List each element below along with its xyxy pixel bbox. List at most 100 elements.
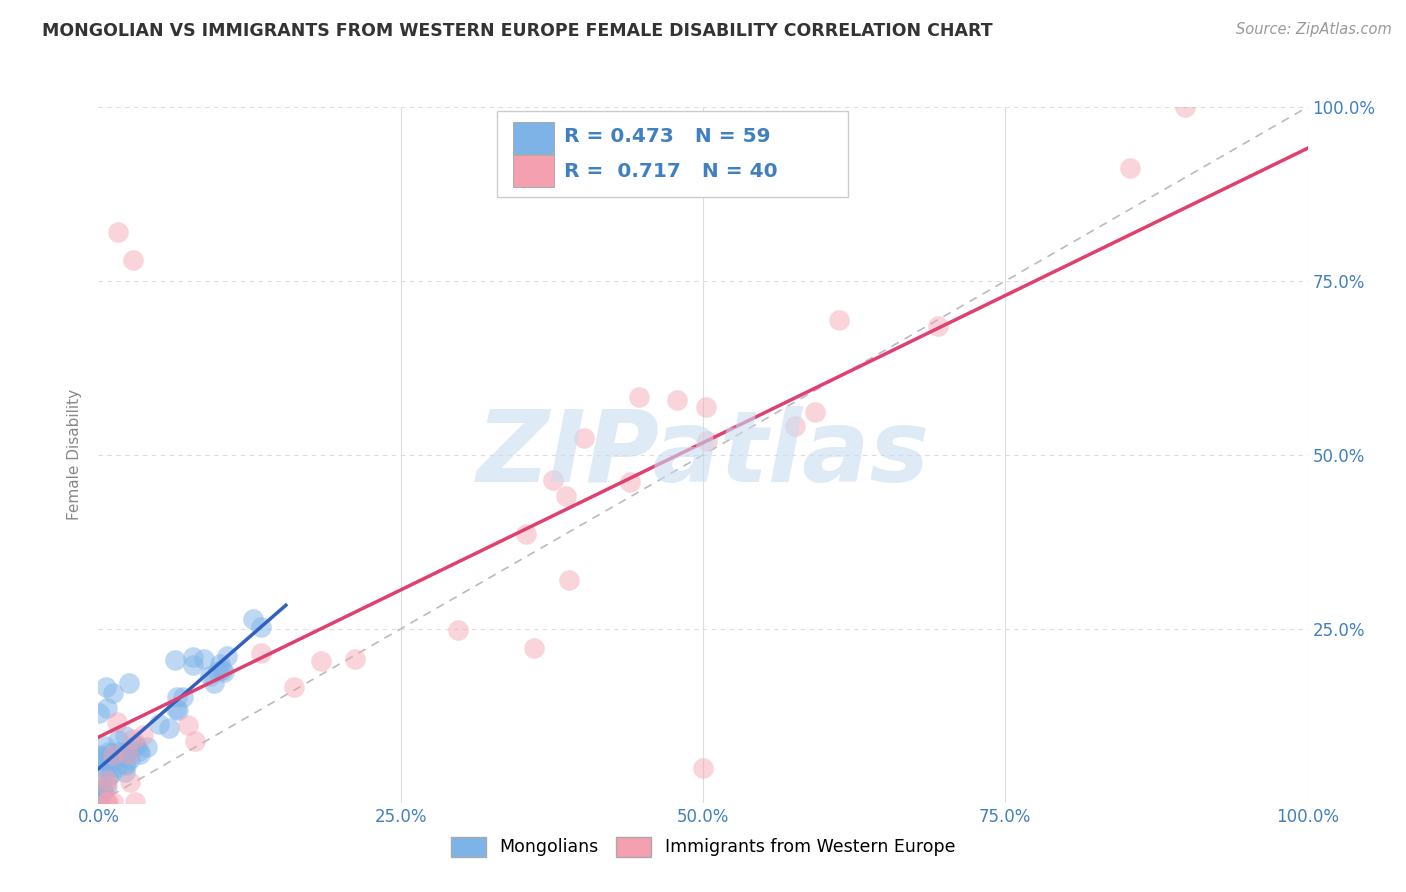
Point (91, 783, 114, 797)
Point (283, 680, 305, 694)
Point (172, 690, 194, 704)
Point (87, 793, 110, 807)
Point (343, 651, 366, 665)
Point (804, 405, 827, 419)
Point (132, 728, 155, 742)
Point (177, 718, 200, 732)
Point (136, 739, 159, 754)
Point (101, 748, 124, 763)
Point (124, 795, 146, 809)
Point (87, 748, 110, 763)
Point (211, 664, 233, 678)
Point (96, 701, 118, 715)
Point (121, 253, 143, 268)
Text: R = 0.473   N = 59: R = 0.473 N = 59 (564, 127, 770, 145)
Point (249, 646, 271, 660)
Point (96, 773, 118, 788)
Text: R =  0.717   N = 40: R = 0.717 N = 40 (564, 161, 778, 180)
Point (114, 729, 136, 743)
Point (215, 649, 238, 664)
Point (103, 795, 125, 809)
Point (94, 739, 117, 753)
FancyBboxPatch shape (513, 155, 554, 187)
Point (89, 770, 111, 784)
Point (90, 788, 112, 802)
Point (98, 755, 121, 769)
Point (97, 745, 120, 759)
Point (523, 641, 546, 656)
Point (118, 775, 141, 789)
Legend: Mongolians, Immigrants from Western Europe: Mongolians, Immigrants from Western Euro… (444, 830, 962, 863)
Text: Source: ZipAtlas.com: Source: ZipAtlas.com (1236, 22, 1392, 37)
Point (665, 392, 688, 407)
Point (695, 400, 717, 414)
Point (309, 654, 332, 668)
Point (166, 690, 188, 705)
Point (91, 749, 114, 764)
Point (1118, 161, 1140, 175)
Point (96, 779, 118, 793)
Point (628, 390, 651, 404)
Point (166, 703, 188, 717)
Point (97, 771, 120, 785)
Point (181, 657, 204, 672)
Point (90, 784, 112, 798)
Point (165, 653, 187, 667)
Point (555, 489, 578, 503)
Point (97, 795, 120, 809)
Point (117, 746, 139, 760)
Point (242, 611, 264, 625)
Point (249, 620, 271, 634)
Point (783, 418, 806, 433)
Point (208, 657, 231, 672)
Text: MONGOLIAN VS IMMIGRANTS FROM WESTERN EUROPE FEMALE DISABILITY CORRELATION CHART: MONGOLIAN VS IMMIGRANTS FROM WESTERN EUR… (42, 22, 993, 40)
Point (101, 686, 124, 700)
Point (101, 746, 124, 760)
Point (558, 573, 581, 587)
Point (117, 744, 139, 758)
Point (124, 739, 146, 754)
Point (98, 751, 121, 765)
FancyBboxPatch shape (498, 111, 848, 197)
Point (94, 780, 117, 794)
Text: ZIPatlas: ZIPatlas (477, 407, 929, 503)
Point (87, 706, 110, 721)
Point (120, 752, 142, 766)
Point (148, 717, 170, 731)
Point (107, 225, 129, 239)
FancyBboxPatch shape (513, 121, 554, 153)
Point (184, 734, 207, 748)
Point (108, 745, 131, 759)
Point (115, 757, 138, 772)
Point (105, 752, 128, 766)
Point (105, 715, 128, 730)
Point (619, 475, 641, 489)
Point (96, 795, 118, 809)
Point (207, 664, 229, 678)
Point (100, 767, 122, 781)
Point (125, 738, 148, 752)
Point (927, 319, 949, 334)
Point (122, 732, 145, 747)
Point (541, 473, 564, 487)
Point (212, 665, 235, 679)
Point (128, 744, 150, 758)
Point (97, 754, 120, 768)
Point (165, 702, 187, 716)
Point (114, 765, 136, 780)
Point (202, 676, 225, 690)
Point (90, 751, 112, 765)
Point (157, 721, 180, 735)
Point (94, 795, 117, 809)
Point (114, 756, 136, 771)
Point (94, 681, 117, 695)
Point (193, 652, 215, 666)
Point (107, 759, 129, 773)
Y-axis label: Female Disability: Female Disability (67, 389, 83, 521)
Point (447, 623, 470, 637)
Point (181, 650, 204, 665)
Point (129, 747, 152, 762)
Point (515, 527, 537, 541)
Point (828, 313, 851, 327)
Point (117, 747, 139, 761)
